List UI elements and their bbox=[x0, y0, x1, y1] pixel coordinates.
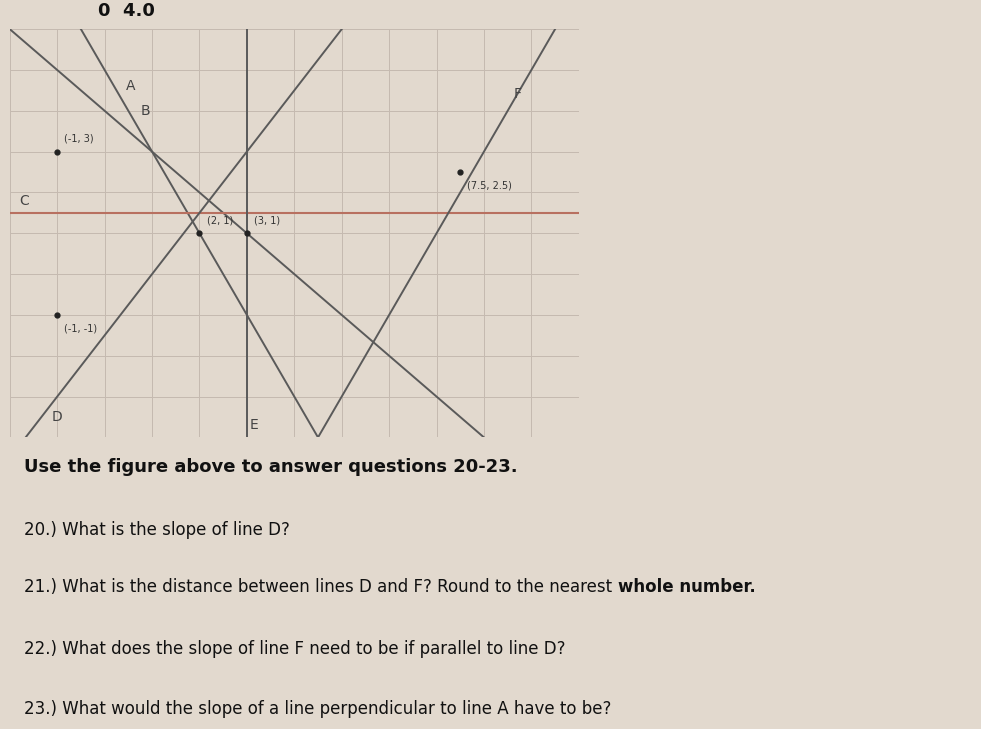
Text: B: B bbox=[140, 104, 150, 118]
Text: (3, 1): (3, 1) bbox=[254, 215, 281, 225]
Text: (2, 1): (2, 1) bbox=[207, 215, 232, 225]
Text: 0  4.0: 0 4.0 bbox=[98, 2, 155, 20]
Text: 23.) What would the slope of a line perpendicular to line A have to be?: 23.) What would the slope of a line perp… bbox=[25, 700, 611, 718]
Text: C: C bbox=[20, 194, 28, 208]
Text: 22.) What does the slope of line F need to be if parallel to line D?: 22.) What does the slope of line F need … bbox=[25, 640, 566, 658]
Text: whole number.: whole number. bbox=[618, 578, 755, 596]
Text: 20.) What is the slope of line D?: 20.) What is the slope of line D? bbox=[25, 521, 290, 539]
Text: (-1, 3): (-1, 3) bbox=[65, 133, 94, 144]
Text: Use the figure above to answer questions 20-23.: Use the figure above to answer questions… bbox=[25, 459, 518, 477]
Text: (-1, -1): (-1, -1) bbox=[65, 323, 97, 333]
Text: A: A bbox=[126, 79, 135, 93]
Text: E: E bbox=[249, 418, 258, 432]
Text: 21.) What is the distance between lines D and F? Round to the nearest: 21.) What is the distance between lines … bbox=[25, 578, 618, 596]
Text: (7.5, 2.5): (7.5, 2.5) bbox=[467, 180, 512, 190]
Text: D: D bbox=[52, 410, 63, 424]
Text: F: F bbox=[513, 87, 521, 101]
